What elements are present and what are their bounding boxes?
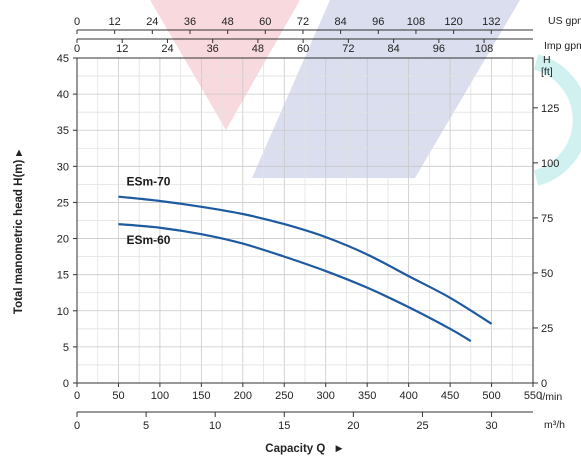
series-label: ESm-70 bbox=[126, 175, 170, 189]
imp-gpm-tick-label: 84 bbox=[387, 43, 399, 55]
y-tick-label: 15 bbox=[57, 270, 69, 282]
y-tick-label: 20 bbox=[57, 234, 69, 246]
us-gpm-tick-label: 84 bbox=[335, 16, 347, 28]
x-tick-label: 0 bbox=[74, 390, 80, 402]
x-tick-label: 400 bbox=[399, 390, 417, 402]
imp-gpm-tick-label: 72 bbox=[342, 43, 354, 55]
series-line-esm-70 bbox=[118, 195, 493, 325]
series-label: ESm-60 bbox=[126, 233, 170, 247]
ft-tick-label: 75 bbox=[541, 213, 553, 225]
x-tick-label: 150 bbox=[192, 390, 210, 402]
x-tick-label: 350 bbox=[358, 390, 376, 402]
us-gpm-tick-label: 0 bbox=[74, 16, 80, 28]
x-unit-label: l/min bbox=[540, 391, 562, 403]
ft-tick-label: 0 bbox=[541, 378, 547, 390]
x-tick-label: 450 bbox=[441, 390, 459, 402]
x-axis-title: Capacity Q ► bbox=[265, 443, 344, 455]
us-gpm-tick-label: 48 bbox=[222, 16, 234, 28]
imp-gpm-tick-label: 60 bbox=[297, 43, 309, 55]
ft-unit-label-h: H bbox=[543, 54, 551, 66]
imp-gpm-tick-label: 48 bbox=[252, 43, 264, 55]
ft-tick-label: 100 bbox=[541, 158, 559, 170]
y-tick-label: 45 bbox=[57, 53, 69, 65]
imp-gpm-tick-label: 108 bbox=[475, 43, 493, 55]
y-axis-title: Total manometric head H(m)▸ bbox=[13, 149, 25, 314]
us-gpm-tick-label: 72 bbox=[297, 16, 309, 28]
m3h-tick-label: 15 bbox=[278, 420, 290, 432]
plot-frame bbox=[76, 57, 534, 384]
imp-gpm-tick-label: 24 bbox=[161, 43, 173, 55]
y-tick-label: 30 bbox=[57, 161, 69, 173]
imp-gpm-tick-label: 0 bbox=[74, 43, 80, 55]
us-gpm-tick-label: 96 bbox=[372, 16, 384, 28]
m3h-tick-label: 10 bbox=[209, 420, 221, 432]
x-tick-label: 50 bbox=[112, 390, 124, 402]
y-tick-label: 25 bbox=[57, 197, 69, 209]
series-line-esm-60 bbox=[118, 223, 472, 343]
m3h-tick-label: 20 bbox=[347, 420, 359, 432]
y-tick-label: 35 bbox=[57, 125, 69, 137]
us-gpm-tick-label: 60 bbox=[259, 16, 271, 28]
us-gpm-tick-label: 132 bbox=[482, 16, 500, 28]
us-gpm-tick-label: 120 bbox=[444, 16, 462, 28]
axis-ticks: 0 50 100 150 200 250 300 350 400 450 500 5500510152… bbox=[57, 16, 560, 432]
imp-gpm-tick-label: 12 bbox=[116, 43, 128, 55]
y-tick-label: 10 bbox=[57, 306, 69, 318]
x-tick-label: 200 bbox=[234, 390, 252, 402]
us-gpm-tick-label: 12 bbox=[109, 16, 121, 28]
x-tick-label: 100 bbox=[151, 390, 169, 402]
m3h-tick-label: 5 bbox=[143, 420, 149, 432]
ft-tick-label: 50 bbox=[541, 268, 553, 280]
y-tick-label: 5 bbox=[63, 342, 69, 354]
x-tick-label: 550 bbox=[524, 390, 542, 402]
us-gpm-unit-label: US gpm bbox=[548, 15, 581, 27]
y-tick-label: 40 bbox=[57, 89, 69, 101]
ft-unit-label-ft: [ft] bbox=[541, 66, 553, 78]
us-gpm-tick-label: 36 bbox=[184, 16, 196, 28]
ft-tick-label: 25 bbox=[541, 323, 553, 335]
x-tick-label: 500 bbox=[482, 390, 500, 402]
imp-gpm-tick-label: 96 bbox=[433, 43, 445, 55]
x-tick-label: 300 bbox=[317, 390, 335, 402]
series-group: ESm-70 ESm-60 bbox=[118, 175, 493, 343]
m3h-tick-label: 25 bbox=[416, 420, 428, 432]
imp-gpm-unit-label: Imp gpm bbox=[544, 40, 581, 52]
background-watermark bbox=[150, 0, 581, 186]
us-gpm-tick-label: 24 bbox=[146, 16, 158, 28]
m3h-tick-label: 0 bbox=[74, 420, 80, 432]
plot-grid bbox=[76, 57, 534, 384]
x-tick-label: 250 bbox=[275, 390, 293, 402]
ft-tick-label: 125 bbox=[541, 103, 559, 115]
y-tick-label: 0 bbox=[63, 378, 69, 390]
m3h-unit-label: m³/h bbox=[544, 419, 565, 431]
us-gpm-tick-label: 108 bbox=[407, 16, 425, 28]
m3h-tick-label: 30 bbox=[485, 420, 497, 432]
imp-gpm-tick-label: 36 bbox=[207, 43, 219, 55]
